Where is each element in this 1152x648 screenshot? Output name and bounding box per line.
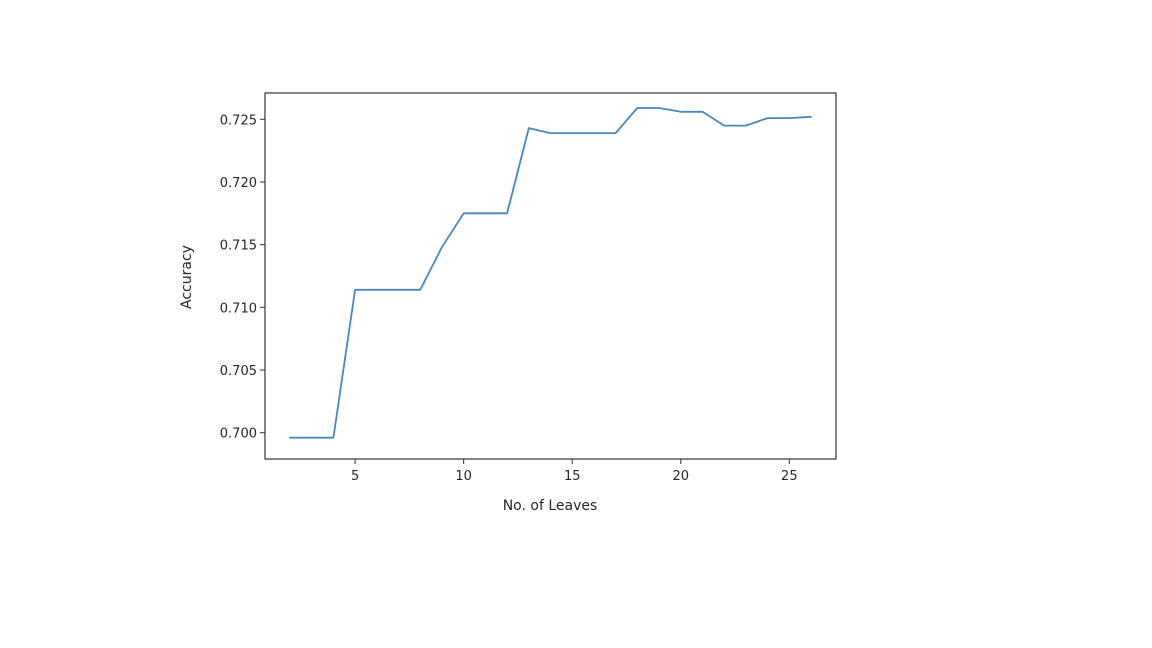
series-line (289, 107, 812, 439)
x-tick-label: 25 (781, 469, 798, 484)
y-tick-label: 0.700 (220, 427, 257, 442)
x-tick-label: 15 (564, 469, 581, 484)
x-tick-label: 10 (455, 469, 472, 484)
y-tick-label: 0.720 (220, 176, 257, 191)
y-tick-label: 0.710 (220, 301, 257, 316)
x-tick-label: 5 (351, 469, 359, 484)
y-tick-label: 0.715 (220, 239, 257, 254)
plot-area (264, 92, 837, 460)
y-axis-ticks: 0.700 0.705 0.710 0.715 0.720 0.725 (220, 113, 265, 442)
series-layer (289, 107, 812, 439)
x-axis-label: No. of Leaves (503, 498, 598, 514)
y-axis-label: Accuracy (179, 245, 195, 309)
y-tick-label: 0.705 (220, 364, 257, 379)
y-tick-label: 0.725 (220, 113, 257, 128)
x-tick-label: 20 (672, 469, 689, 484)
x-axis-ticks: 5 10 15 20 25 (351, 459, 798, 484)
plot-frame (264, 92, 837, 460)
